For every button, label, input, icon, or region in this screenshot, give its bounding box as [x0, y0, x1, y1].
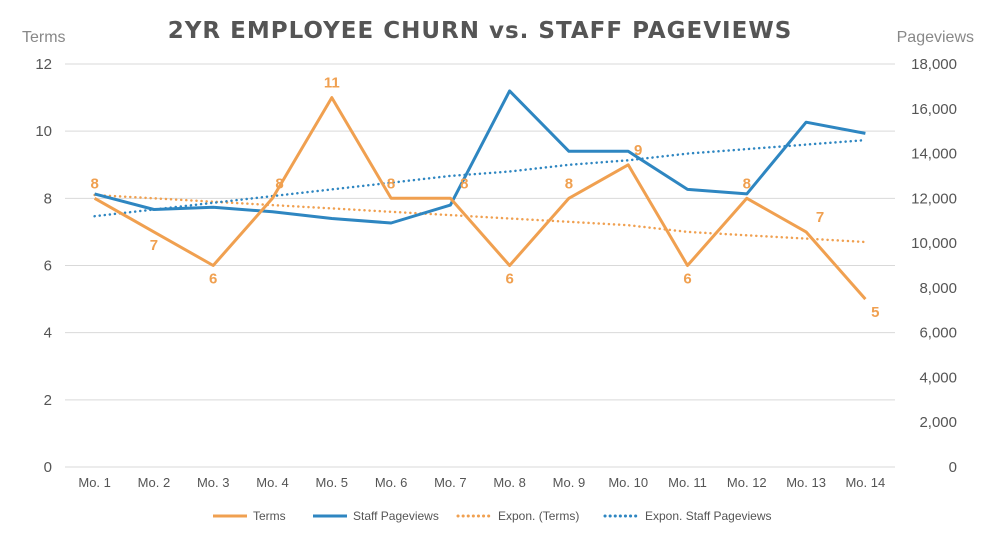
terms-data-label: 8 [387, 175, 395, 192]
x-tick-label: Mo. 10 [608, 475, 648, 490]
x-tick-label: Mo. 4 [256, 475, 289, 490]
x-tick-label: Mo. 9 [553, 475, 586, 490]
x-tick-label: Mo. 3 [197, 475, 230, 490]
x-tick-label: Mo. 2 [138, 475, 171, 490]
right-tick-label: 6,000 [919, 325, 957, 342]
x-tick-label: Mo. 14 [845, 475, 885, 490]
terms-data-label: 8 [743, 175, 751, 192]
terms-data-label: 6 [505, 271, 513, 288]
data-labels: 8 7 6 8 11 8 8 6 8 9 6 8 7 5 [90, 75, 879, 322]
terms-data-label: 6 [683, 271, 691, 288]
terms-data-label: 8 [460, 175, 468, 192]
terms-data-label: 6 [209, 271, 217, 288]
legend-item: Expon. Staff Pageviews [603, 509, 772, 523]
terms-data-label: 9 [634, 142, 642, 159]
right-tick-label: 16,000 [911, 101, 957, 118]
legend-label: Staff Pageviews [353, 509, 439, 523]
x-tick-label: Mo. 12 [727, 475, 767, 490]
right-tick-label: 18,000 [911, 56, 957, 73]
left-tick-label: 2 [44, 392, 52, 409]
left-axis-label: Terms [22, 29, 66, 46]
left-tick-label: 8 [44, 190, 52, 207]
series-group [93, 89, 867, 301]
legend-label: Expon. (Terms) [498, 509, 579, 523]
right-tick-label: 8,000 [919, 280, 957, 297]
right-tick-label: 4,000 [919, 369, 957, 386]
right-tick-label: 2,000 [919, 414, 957, 431]
left-tick-label: 4 [44, 325, 52, 342]
legend-label: Expon. Staff Pageviews [645, 509, 772, 523]
legend-item: Staff Pageviews [313, 509, 439, 523]
terms-data-label: 7 [816, 209, 824, 226]
left-tick-label: 10 [35, 123, 52, 140]
right-tick-label: 0 [949, 459, 957, 476]
legend-label: Terms [253, 509, 286, 523]
legend-item: Expon. (Terms) [456, 509, 579, 523]
right-tick-label: 10,000 [911, 235, 957, 252]
legend-item: Terms [213, 509, 286, 523]
left-tick-label: 6 [44, 258, 52, 275]
right-axis-label: Pageviews [897, 29, 974, 46]
terms-data-label: 7 [150, 237, 158, 254]
legend: Terms Staff Pageviews Expon. (Terms) Expon.… [213, 509, 772, 523]
x-tick-label: Mo. 5 [316, 475, 349, 490]
terms-data-label: 5 [871, 304, 879, 321]
series-line-terms [93, 96, 867, 301]
terms-data-label: 8 [90, 175, 98, 192]
x-tick-label: Mo. 6 [375, 475, 408, 490]
series-line-expon-staff-pageviews [93, 138, 867, 218]
x-tick-label: Mo. 1 [78, 475, 111, 490]
right-tick-label: 14,000 [911, 146, 957, 163]
series-line-staff-pageviews [94, 89, 866, 225]
x-tick-label: Mo. 13 [786, 475, 826, 490]
x-axis-ticks: Mo. 1 Mo. 2 Mo. 3 Mo. 4 Mo. 5 Mo. 6 Mo. 7 Mo. 8… [78, 475, 885, 490]
left-tick-label: 0 [44, 459, 52, 476]
x-tick-label: Mo. 7 [434, 475, 467, 490]
right-axis-ticks: 0 2,000 4,000 6,000 8,000 10,000 12,000 14,000 1… [911, 56, 957, 476]
terms-data-label: 8 [565, 175, 573, 192]
gridlines [65, 63, 895, 468]
terms-data-label: 11 [324, 75, 340, 92]
x-tick-label: Mo. 8 [493, 475, 526, 490]
left-axis-ticks: 0 2 4 6 8 10 12 [35, 56, 52, 476]
terms-data-label: 8 [275, 175, 283, 192]
right-tick-label: 12,000 [911, 190, 957, 207]
x-tick-label: Mo. 11 [668, 475, 707, 490]
series-line-expon-terms [93, 193, 867, 244]
chart-title: 2YR EMPLOYEE CHURN vs. STAFF PAGEVIEWS [168, 18, 793, 44]
left-tick-label: 12 [35, 56, 52, 73]
